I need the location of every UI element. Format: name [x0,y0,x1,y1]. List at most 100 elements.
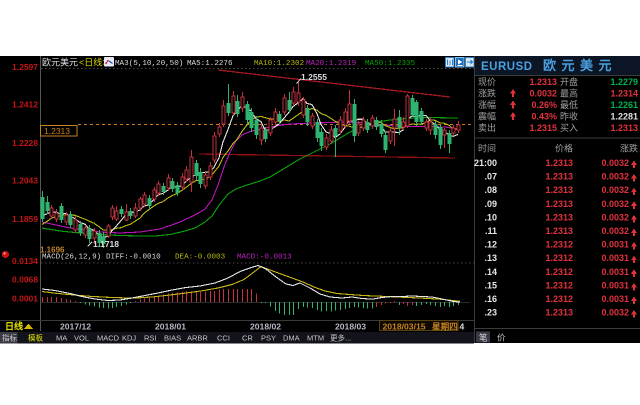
svg-text:MA: MA [56,333,67,342]
svg-text:0.0032: 0.0032 [601,308,629,318]
svg-text:指标: 指标 [2,332,17,342]
svg-text:1.2043: 1.2043 [12,176,38,186]
svg-text:1.2312: 1.2312 [545,240,573,250]
svg-text:1.2312: 1.2312 [545,294,573,304]
svg-text:1.2313: 1.2313 [545,226,573,236]
svg-text:1.2313: 1.2313 [545,158,573,168]
svg-text:0.0001: 0.0001 [12,294,38,304]
svg-text:1.1859: 1.1859 [12,214,38,224]
svg-text:涨跌: 涨跌 [478,89,496,99]
svg-text:0.0032: 0.0032 [601,212,629,222]
svg-text:0.0031: 0.0031 [601,294,629,304]
svg-text:.10: .10 [484,212,497,222]
svg-text:欧元美元: 欧元美元 [42,57,78,68]
svg-text:1.2313: 1.2313 [529,77,557,87]
svg-text:DIFF:-0.0010: DIFF:-0.0010 [106,254,161,262]
svg-text:DMA: DMA [283,333,300,342]
svg-text:最高: 最高 [560,88,578,99]
svg-text:买入: 买入 [560,123,578,133]
svg-text:.15: .15 [484,280,497,290]
svg-text:2018/02: 2018/02 [250,321,281,331]
svg-text:.12: .12 [484,240,497,250]
svg-text:1.2313: 1.2313 [545,199,573,209]
svg-text:模板: 模板 [28,332,43,342]
svg-text:MACD(26,12,9): MACD(26,12,9) [42,254,101,262]
svg-text:1.2261: 1.2261 [610,100,638,110]
svg-text:.14: .14 [484,267,497,277]
svg-text:0.0032: 0.0032 [601,172,629,182]
svg-text:开盘: 开盘 [560,76,578,87]
svg-text:欧元美元: 欧元美元 [543,58,617,73]
svg-text:CCI: CCI [217,333,230,342]
svg-text:涨幅: 涨幅 [478,99,496,110]
svg-text:MACD:-0.0013: MACD:-0.0013 [237,254,292,262]
svg-text:星期四: 星期四 [432,320,458,331]
svg-text:2018/03/15: 2018/03/15 [383,321,426,331]
svg-text:.11: .11 [485,226,497,236]
svg-text:0.0032: 0.0032 [601,199,629,209]
svg-text:MA20:1.2319: MA20:1.2319 [306,60,357,68]
svg-text:DEA:-0.0003: DEA:-0.0003 [175,254,226,262]
svg-text:MA5:1.2276: MA5:1.2276 [187,60,233,68]
svg-text:1.2313: 1.2313 [44,126,70,136]
svg-text:0.0031: 0.0031 [601,253,629,263]
svg-text:MA10:1.2302: MA10:1.2302 [254,60,305,68]
svg-text:ARBR: ARBR [187,333,208,342]
svg-text:1.2312: 1.2312 [545,267,573,277]
svg-text:1.2228: 1.2228 [12,138,38,148]
svg-text:卖出: 卖出 [478,122,496,133]
svg-text:MA50:1.2335: MA50:1.2335 [365,60,416,68]
svg-text:1.2555: 1.2555 [301,72,327,82]
svg-text:时间: 时间 [478,143,496,154]
svg-text:1.2313: 1.2313 [545,212,573,222]
svg-text:1.2313: 1.2313 [545,172,573,182]
svg-text:昨收: 昨收 [560,111,578,122]
svg-text:1.2312: 1.2312 [545,253,573,263]
svg-text:MA3(5,10,20,50): MA3(5,10,20,50) [115,60,183,68]
svg-text:0.0031: 0.0031 [601,240,629,250]
svg-text:BIAS: BIAS [164,333,181,342]
svg-text:0.0032: 0.0032 [601,158,629,168]
svg-text:.23: .23 [484,308,497,318]
svg-text:1.2313: 1.2313 [545,308,573,318]
svg-text:.08: .08 [484,185,497,195]
svg-text:MACD: MACD [97,333,120,342]
svg-text:1.2312: 1.2312 [545,280,573,290]
svg-text:2018/01: 2018/01 [155,321,186,331]
svg-text:.09: .09 [484,199,497,209]
svg-text:0.0031: 0.0031 [601,280,629,290]
svg-text:涨跌: 涨跌 [620,144,638,154]
svg-text:现价: 现价 [478,77,496,87]
svg-text:.16: .16 [484,294,497,304]
svg-text:1.2597: 1.2597 [12,62,38,72]
svg-text:1.2281: 1.2281 [610,112,638,122]
svg-text:<日线>: <日线> [79,57,108,68]
svg-text:4: 4 [460,321,465,331]
svg-text:日线: 日线 [5,321,23,332]
svg-text:21:00: 21:00 [474,158,497,168]
svg-text:1.2315: 1.2315 [529,123,557,133]
svg-text:VOL: VOL [74,333,89,342]
svg-text:1.1718: 1.1718 [93,239,119,249]
svg-text:震幅: 震幅 [478,111,496,122]
svg-text:0.0068: 0.0068 [12,275,38,285]
svg-text:0.43%: 0.43% [531,112,557,122]
svg-text:0.0032: 0.0032 [601,185,629,195]
svg-text:2018/03: 2018/03 [335,321,366,331]
svg-text:EURUSD: EURUSD [481,61,533,73]
svg-text:1.2412: 1.2412 [12,100,38,110]
svg-text:.13: .13 [484,253,497,263]
svg-text:1.2279: 1.2279 [610,77,638,87]
svg-text:价格: 价格 [555,143,573,154]
svg-text:RSI: RSI [144,333,157,342]
svg-text:PSY: PSY [261,333,276,342]
svg-text:0.0134: 0.0134 [12,256,38,266]
svg-text:笔: 笔 [479,333,488,343]
svg-text:1.2313: 1.2313 [545,185,573,195]
svg-text:1.2314: 1.2314 [610,89,638,99]
svg-text:CR: CR [242,333,253,342]
svg-text:0.0032: 0.0032 [529,89,557,99]
svg-text:MTM: MTM [307,333,324,342]
svg-text:2017/12: 2017/12 [60,321,91,331]
svg-text:1.2313: 1.2313 [610,123,638,133]
